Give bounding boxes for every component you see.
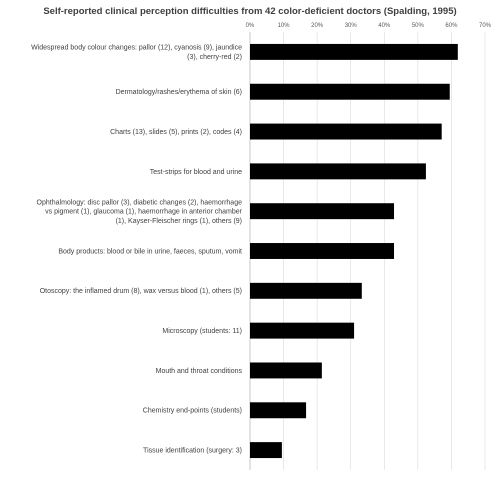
bar [250, 362, 322, 379]
category-label: Ophthalmology: disc pallor (3), diabetic… [37, 199, 243, 224]
category-labels: Widespread body colour changes: pallor (… [31, 45, 243, 455]
bar [250, 282, 362, 299]
x-tick-label: 40% [378, 23, 391, 29]
bar [250, 203, 395, 220]
category-label: Body products: blood or bile in urine, f… [58, 248, 242, 255]
x-tick-label: 20% [311, 23, 324, 29]
x-axis-ticks: 0% 10% 20% 30% 40% 50% 60% 70% [246, 23, 492, 29]
category-label: Chemistry end-points (students) [143, 408, 242, 415]
category-label: Otoscopy: the inflamed drum (8), wax ver… [40, 288, 242, 295]
chart-title: Self-reported clinical perception diffic… [43, 6, 456, 17]
bar [250, 402, 307, 419]
bar [250, 243, 395, 259]
bars [250, 43, 458, 459]
x-tick-label: 60% [445, 23, 458, 29]
bar [250, 163, 426, 180]
x-tick-label: 50% [412, 23, 425, 29]
category-label: Dermatology/rashes/erythema of skin (6) [116, 89, 242, 96]
category-label: Widespread body colour changes: pallor (… [31, 45, 242, 61]
bar [250, 83, 450, 100]
category-label: Charts (13), slides (5), prints (2), cod… [110, 129, 242, 136]
bar [250, 442, 282, 459]
category-label: Mouth and throat conditions [156, 368, 243, 375]
category-label: Tissue identification (surgery: 3) [143, 447, 242, 454]
x-tick-label: 10% [278, 23, 291, 29]
bar [250, 43, 458, 60]
category-label: Test-strips for blood and urine [150, 169, 242, 176]
x-tick-label: 0% [246, 23, 255, 29]
category-label: Microscopy (students: 11) [162, 328, 242, 335]
x-tick-label: 70% [479, 23, 492, 29]
x-tick-label: 30% [345, 23, 358, 29]
bar [250, 322, 355, 339]
bar [250, 123, 442, 140]
